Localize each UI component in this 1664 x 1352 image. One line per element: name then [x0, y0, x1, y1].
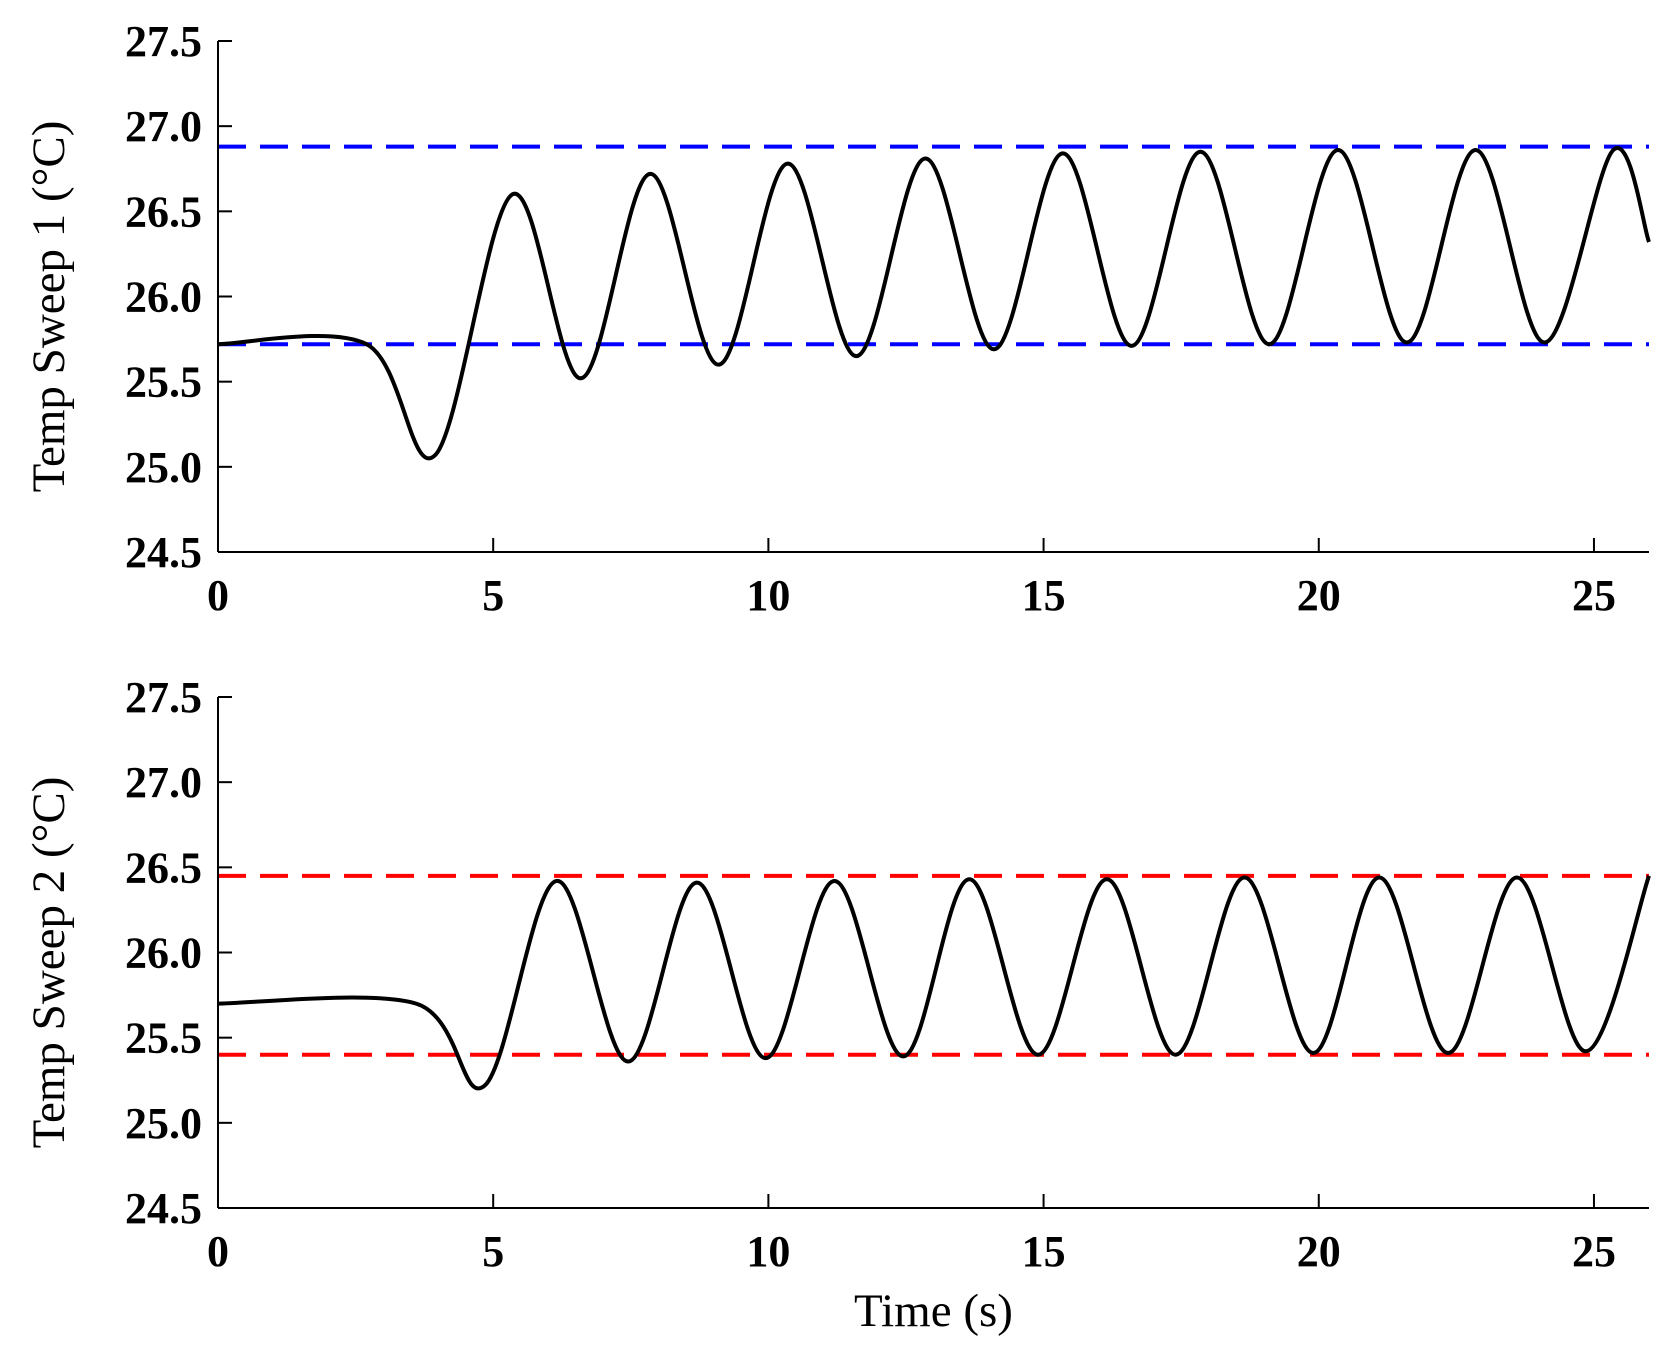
x-tick-label: 20: [1297, 571, 1341, 620]
y-tick-label: 25.5: [125, 1014, 202, 1063]
x-tick-label: 15: [1022, 571, 1066, 620]
x-tick-label: 10: [746, 1227, 790, 1276]
x-tick-label: 20: [1297, 1227, 1341, 1276]
y-tick-label: 26.0: [125, 273, 202, 322]
x-tick-label: 0: [207, 1227, 229, 1276]
y-tick-label: 25.5: [125, 358, 202, 407]
x-tick-label: 5: [482, 1227, 504, 1276]
data-line: [217, 875, 1651, 1091]
y-tick-label: 26.0: [125, 929, 202, 978]
y-tick-label: 24.5: [125, 528, 202, 577]
y-axis-label: Temp Sweep 1 (°C): [23, 121, 75, 493]
x-tick-label: 0: [207, 571, 229, 620]
y-tick-label: 27.5: [125, 17, 202, 66]
y-tick-label: 26.5: [125, 187, 202, 236]
y-tick-label: 25.0: [125, 1099, 202, 1148]
y-tick-label: 26.5: [125, 843, 202, 892]
x-tick-label: 25: [1572, 571, 1616, 620]
x-tick-label: 10: [746, 571, 790, 620]
y-tick-label: 27.0: [125, 758, 202, 807]
x-tick-label: 25: [1572, 1227, 1616, 1276]
y-axis-label: Temp Sweep 2 (°C): [23, 777, 75, 1149]
data-line: [217, 146, 1651, 461]
y-tick-label: 27.5: [125, 673, 202, 722]
x-axis-label: Time (s): [854, 1285, 1013, 1337]
x-tick-label: 5: [482, 571, 504, 620]
y-tick-label: 24.5: [125, 1184, 202, 1233]
y-tick-label: 25.0: [125, 443, 202, 492]
x-tick-label: 15: [1022, 1227, 1066, 1276]
y-tick-label: 27.0: [125, 102, 202, 151]
